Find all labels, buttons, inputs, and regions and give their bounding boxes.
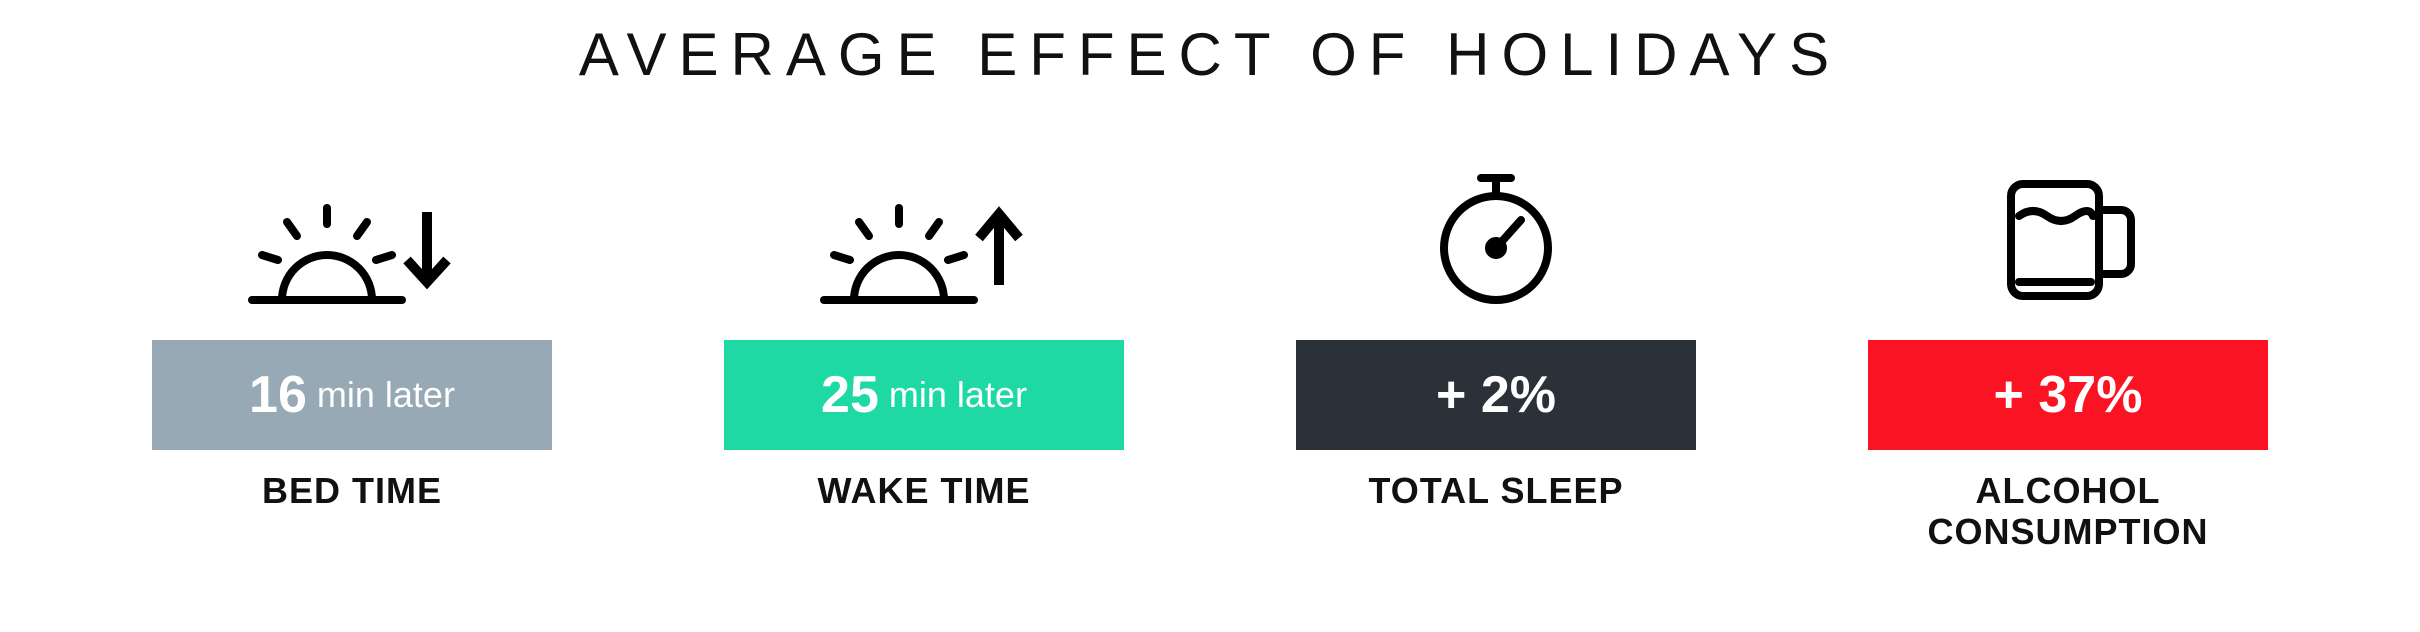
page-title: AVERAGE EFFECT OF HOLIDAYS (0, 20, 2420, 89)
value-pill-total-sleep: + 2% (1296, 340, 1696, 450)
value-number: 25 (821, 365, 879, 425)
value-unit: min later (889, 374, 1027, 416)
value-number: 16 (249, 365, 307, 425)
card-label-line2: CONSUMPTION (1928, 511, 2209, 552)
value-pill-alcohol: + 37% (1868, 340, 2268, 450)
card-label: TOTAL SLEEP (1368, 470, 1623, 511)
card-wake-time: 25 min later WAKE TIME (704, 170, 1144, 511)
value-pill-wake-time: 25 min later (724, 340, 1124, 450)
card-label: ALCOHOL CONSUMPTION (1928, 470, 2209, 553)
card-label-line1: ALCOHOL (1976, 470, 2161, 511)
timer-icon (1426, 170, 1566, 310)
value-number: + 2% (1436, 365, 1556, 425)
card-label: BED TIME (262, 470, 442, 511)
card-bed-time: 16 min later BED TIME (132, 170, 572, 511)
card-label: WAKE TIME (818, 470, 1031, 511)
card-total-sleep: + 2% TOTAL SLEEP (1276, 170, 1716, 511)
value-unit: min later (317, 374, 455, 416)
sunset-down-icon (242, 170, 462, 310)
card-row: 16 min later BED TIME (0, 170, 2420, 553)
card-alcohol: + 37% ALCOHOL CONSUMPTION (1848, 170, 2288, 553)
beer-mug-icon (1993, 170, 2143, 310)
sunrise-up-icon (814, 170, 1034, 310)
value-number: + 37% (1994, 365, 2143, 425)
value-pill-bed-time: 16 min later (152, 340, 552, 450)
infographic-root: AVERAGE EFFECT OF HOLIDAYS (0, 0, 2420, 632)
